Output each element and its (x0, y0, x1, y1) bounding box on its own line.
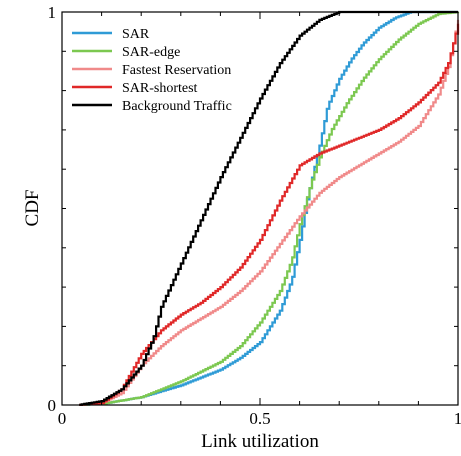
x-tick-label: 1 (454, 409, 461, 428)
legend-label: SAR-edge (122, 45, 180, 60)
x-tick-label: 0 (58, 409, 67, 428)
y-tick-label: 1 (48, 3, 57, 22)
legend-label: Background Traffic (122, 99, 232, 114)
legend-label: SAR-shortest (122, 81, 198, 96)
y-axis-label: CDF (22, 190, 43, 227)
legend: SAR SAR-edge Fastest Reservation SAR-shorte… (72, 27, 232, 114)
x-tick-label: 0.5 (249, 409, 270, 428)
x-axis-label: Link utilization (201, 431, 319, 452)
y-tick-label: 0 (48, 396, 57, 415)
legend-label: Fastest Reservation (122, 63, 231, 78)
legend-label: SAR (122, 27, 150, 42)
ticks-layer: 0 0.5 1 0 1 (48, 3, 461, 428)
